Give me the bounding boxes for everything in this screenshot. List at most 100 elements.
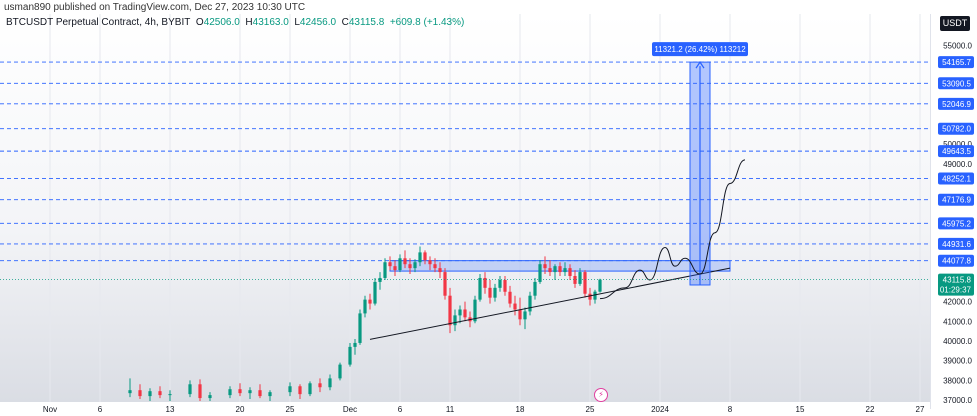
candle-body: [413, 262, 417, 269]
candle-body: [158, 391, 162, 396]
close-label: C: [341, 17, 349, 28]
candle-body: [423, 252, 427, 261]
symbol-name: BTCUSDT Perpetual Contract, 4h, BYBIT: [6, 17, 191, 28]
change-value: +609.8 (+1.43%): [389, 17, 465, 28]
level-label: 47176.9: [942, 196, 971, 205]
level-label-bg: [938, 254, 974, 267]
price-tick: 37000.0: [943, 396, 972, 405]
time-tick: Dec: [343, 405, 357, 414]
countdown-label: 01:29:37: [940, 286, 972, 295]
price-tick: 38000.0: [943, 376, 972, 385]
chart-pane[interactable]: [0, 14, 930, 409]
lightning-icon[interactable]: ⚡: [594, 388, 608, 402]
candle-body: [573, 276, 577, 284]
time-tick: 27: [916, 405, 925, 414]
candle-body: [188, 384, 192, 395]
candle-body: [238, 389, 242, 394]
candle-body: [128, 390, 132, 394]
measure-label: 11321.2 (26.42%) 113212: [654, 45, 746, 54]
level-lines-layer: [0, 61, 930, 262]
projection-path: [599, 159, 746, 300]
candle-body: [503, 279, 507, 292]
time-tick: 13: [166, 405, 175, 414]
level-label: 44931.6: [942, 240, 971, 249]
price-tick: 39000.0: [943, 357, 972, 366]
time-tick: 6: [98, 405, 103, 414]
price-tick: 41000.0: [943, 317, 972, 326]
candle-body: [258, 390, 262, 397]
candle-body: [518, 309, 522, 320]
candle-body: [578, 272, 582, 284]
candle-body: [523, 311, 527, 320]
low-label: L: [294, 17, 300, 28]
grid-layer: [49, 14, 921, 402]
time-ticks-layer: Nov 6 13 20 25 Dec 6 11 18 25 2024 8 15 22 27: [43, 405, 925, 414]
candle-body: [483, 277, 487, 288]
candle-body: [568, 268, 572, 277]
candle-body: [548, 268, 552, 273]
candle-body: [373, 281, 377, 304]
candle-body: [543, 264, 547, 269]
time-tick: 20: [236, 405, 245, 414]
candle-body: [368, 299, 372, 304]
level-label: 44077.8: [942, 257, 971, 266]
candle-body: [428, 260, 432, 265]
price-tick: 55000.0: [943, 42, 972, 51]
candle-body: [498, 279, 502, 288]
candle-body: [388, 262, 392, 267]
candle-body: [453, 315, 457, 326]
candle-body: [318, 383, 322, 388]
time-tick: 6: [398, 405, 403, 414]
candle-body: [528, 295, 532, 312]
level-label: 52046.9: [942, 100, 971, 109]
high-value: 43163.0: [252, 17, 289, 28]
publisher-line: usman890 published on TradingView.com, D…: [4, 2, 306, 13]
level-label: 49643.5: [942, 147, 971, 156]
candle-body: [268, 392, 272, 397]
candle-body: [458, 309, 462, 316]
candle-body: [433, 264, 437, 269]
time-tick: Nov: [43, 405, 57, 414]
candle-body: [363, 299, 367, 314]
candle-body: [328, 378, 332, 388]
candle-body: [403, 258, 407, 265]
price-ticks-layer: 55000.0 50000.0 49000.0 42000.0 41000.0 40000…: [943, 42, 972, 405]
candle-body: [228, 389, 232, 396]
candle-body: [563, 268, 567, 273]
time-tick: 2024: [651, 405, 669, 414]
candle-body: [533, 281, 537, 296]
candle-body: [588, 293, 592, 300]
level-label-bg: [938, 172, 974, 185]
close-value: 43115.8: [348, 17, 385, 28]
level-label-bg: [938, 217, 974, 230]
candles-layer: [128, 246, 602, 402]
candle-body: [418, 252, 422, 263]
candle-body: [443, 272, 447, 296]
candle-body: [208, 395, 212, 399]
time-tick: 8: [728, 405, 733, 414]
candle-body: [558, 266, 562, 273]
symbol-legend: BTCUSDT Perpetual Contract, 4h, BYBIT O4…: [6, 17, 464, 28]
candle-body: [598, 279, 602, 292]
level-label: 54165.7: [942, 58, 971, 67]
level-label-bg: [938, 97, 974, 110]
level-label: 53090.5: [942, 79, 971, 88]
time-tick: 18: [516, 405, 525, 414]
candle-body: [298, 386, 302, 395]
candle-body: [248, 390, 252, 394]
high-label: H: [245, 17, 253, 28]
time-tick: 15: [796, 405, 805, 414]
time-axis[interactable]: [0, 402, 930, 416]
currency-badge[interactable]: USDT: [940, 16, 970, 31]
price-tick: 50000.0: [943, 140, 972, 149]
candle-body: [408, 264, 412, 269]
candle-body: [198, 384, 202, 399]
candle-body: [493, 287, 497, 298]
candle-body: [148, 391, 152, 397]
drawings-layer: 11321.2 (26.42%) 113212: [369, 42, 748, 340]
price-tick: 40000.0: [943, 337, 972, 346]
candle-body: [393, 266, 397, 271]
candle-body: [488, 287, 492, 298]
low-value: 42456.0: [299, 17, 337, 28]
